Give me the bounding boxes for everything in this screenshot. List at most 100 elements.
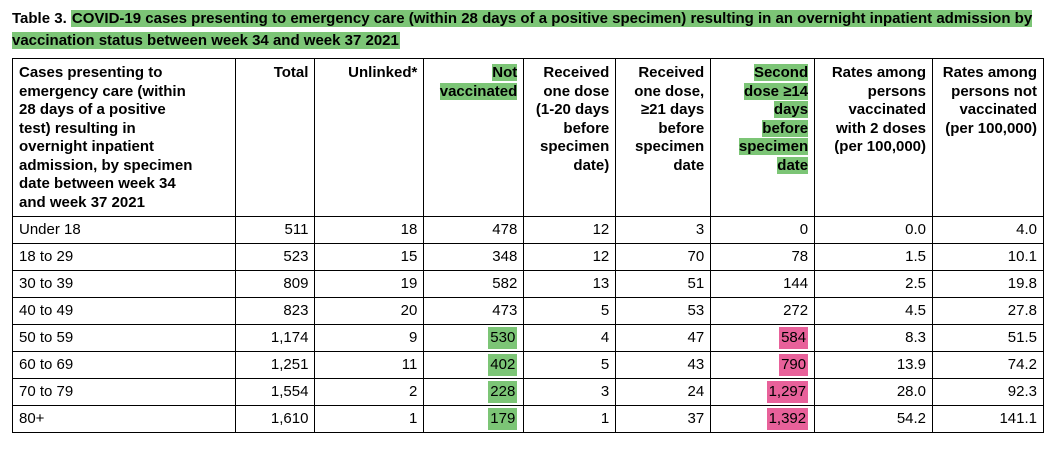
column-header-not-vaccinated: Not vaccinated — [423, 58, 525, 217]
total-cell: 1,610 — [234, 405, 316, 433]
rate-vaccinated-cell: 54.2 — [814, 405, 934, 433]
unlinked-cell: 20 — [314, 297, 425, 325]
highlighted-value: 1,297 — [766, 381, 809, 403]
table-row: Under 18 511 18 478 12 3 0 0.0 4.0 — [12, 216, 1044, 244]
one-dose-1-20-cell: 5 — [523, 297, 617, 325]
rate-vaccinated-cell: 0.0 — [814, 216, 934, 244]
column-header-rate-vaccinated: Rates among persons vaccinated with 2 do… — [814, 58, 934, 217]
table-row: 50 to 59 1,174 9 530 4 47 584 8.3 51.5 — [12, 324, 1044, 352]
unlinked-cell: 11 — [314, 351, 425, 379]
age-group-cell: 80+ — [12, 405, 236, 433]
unlinked-cell: 9 — [314, 324, 425, 352]
rate-vaccinated-cell: 2.5 — [814, 270, 934, 298]
age-group-cell: 30 to 39 — [12, 270, 236, 298]
age-group-cell: 70 to 79 — [12, 378, 236, 406]
total-cell: 809 — [234, 270, 316, 298]
column-header-one-dose-1-20-days: Received one dose (1-20 days before spec… — [523, 58, 617, 217]
table-caption: Table 3. COVID-19 cases presenting to em… — [12, 8, 1042, 52]
age-group-cell: 40 to 49 — [12, 297, 236, 325]
one-dose-1-20-cell: 4 — [523, 324, 617, 352]
age-group-cell: 50 to 59 — [12, 324, 236, 352]
second-dose-cell: 584 — [710, 324, 816, 352]
total-cell: 523 — [234, 243, 316, 271]
unlinked-cell: 2 — [314, 378, 425, 406]
total-cell: 1,554 — [234, 378, 316, 406]
rate-vaccinated-cell: 1.5 — [814, 243, 934, 271]
second-dose-cell: 1,297 — [710, 378, 816, 406]
unlinked-cell: 19 — [314, 270, 425, 298]
rate-not-vaccinated-cell: 27.8 — [932, 297, 1044, 325]
table-row: 40 to 49 823 20 473 5 53 272 4.5 27.8 — [12, 297, 1044, 325]
unlinked-cell: 1 — [314, 405, 425, 433]
highlighted-value: 790 — [779, 354, 809, 376]
one-dose-21-cell: 37 — [615, 405, 712, 433]
rate-vaccinated-cell: 13.9 — [814, 351, 934, 379]
one-dose-21-cell: 53 — [615, 297, 712, 325]
table-caption-text: COVID-19 cases presenting to emergency c… — [12, 10, 1033, 49]
one-dose-1-20-cell: 5 — [523, 351, 617, 379]
rate-vaccinated-cell: 4.5 — [814, 297, 934, 325]
highlighted-value: 228 — [488, 381, 518, 403]
second-dose-cell: 78 — [710, 243, 816, 271]
not-vaccinated-cell: 473 — [423, 297, 525, 325]
table-row: 60 to 69 1,251 11 402 5 43 790 13.9 74.2 — [12, 351, 1044, 379]
not-vaccinated-cell: 179 — [423, 405, 525, 433]
table-row: 70 to 79 1,554 2 228 3 24 1,297 28.0 92.… — [12, 378, 1044, 406]
highlighted-value: 1,392 — [766, 408, 809, 430]
one-dose-21-cell: 47 — [615, 324, 712, 352]
column-header-unlinked: Unlinked* — [314, 58, 425, 217]
table-header-row: Cases presenting to emergency care (with… — [12, 58, 1044, 217]
age-group-cell: 60 to 69 — [12, 351, 236, 379]
column-header-rate-not-vaccinated: Rates among persons not vaccinated (per … — [932, 58, 1044, 217]
one-dose-1-20-cell: 1 — [523, 405, 617, 433]
total-cell: 823 — [234, 297, 316, 325]
total-cell: 1,174 — [234, 324, 316, 352]
total-cell: 1,251 — [234, 351, 316, 379]
table-row: 80+ 1,610 1 179 1 37 1,392 54.2 141.1 — [12, 405, 1044, 433]
age-group-cell: Under 18 — [12, 216, 236, 244]
second-dose-cell: 790 — [710, 351, 816, 379]
one-dose-21-cell: 43 — [615, 351, 712, 379]
second-dose-cell: 0 — [710, 216, 816, 244]
one-dose-1-20-cell: 12 — [523, 216, 617, 244]
table-row: 30 to 39 809 19 582 13 51 144 2.5 19.8 — [12, 270, 1044, 298]
one-dose-1-20-cell: 3 — [523, 378, 617, 406]
highlighted-value: 584 — [779, 327, 809, 349]
one-dose-21-cell: 3 — [615, 216, 712, 244]
rate-not-vaccinated-cell: 74.2 — [932, 351, 1044, 379]
rate-not-vaccinated-cell: 92.3 — [932, 378, 1044, 406]
rate-not-vaccinated-cell: 51.5 — [932, 324, 1044, 352]
column-header-second-dose: Second dose ≥14 days before specimen dat… — [710, 58, 816, 217]
highlighted-value: 530 — [488, 327, 518, 349]
rate-vaccinated-cell: 28.0 — [814, 378, 934, 406]
column-header-one-dose-21-days: Received one dose, ≥21 days before speci… — [615, 58, 712, 217]
rate-not-vaccinated-cell: 19.8 — [932, 270, 1044, 298]
not-vaccinated-cell: 582 — [423, 270, 525, 298]
one-dose-21-cell: 24 — [615, 378, 712, 406]
rate-not-vaccinated-cell: 10.1 — [932, 243, 1044, 271]
second-dose-cell: 1,392 — [710, 405, 816, 433]
not-vaccinated-cell: 348 — [423, 243, 525, 271]
column-header-total: Total — [234, 58, 316, 217]
one-dose-1-20-cell: 13 — [523, 270, 617, 298]
rate-not-vaccinated-cell: 141.1 — [932, 405, 1044, 433]
not-vaccinated-cell: 228 — [423, 378, 525, 406]
vaccination-status-table: Cases presenting to emergency care (with… — [12, 58, 1044, 433]
not-vaccinated-cell: 530 — [423, 324, 525, 352]
not-vaccinated-cell: 402 — [423, 351, 525, 379]
second-dose-cell: 272 — [710, 297, 816, 325]
highlighted-value: 179 — [488, 408, 518, 430]
unlinked-cell: 15 — [314, 243, 425, 271]
table-caption-label: Table 3. — [12, 10, 67, 27]
one-dose-1-20-cell: 12 — [523, 243, 617, 271]
table-row: 18 to 29 523 15 348 12 70 78 1.5 10.1 — [12, 243, 1044, 271]
column-header-age-group: Cases presenting to emergency care (with… — [12, 58, 236, 217]
rate-not-vaccinated-cell: 4.0 — [932, 216, 1044, 244]
age-group-cell: 18 to 29 — [12, 243, 236, 271]
second-dose-cell: 144 — [710, 270, 816, 298]
unlinked-cell: 18 — [314, 216, 425, 244]
one-dose-21-cell: 51 — [615, 270, 712, 298]
rate-vaccinated-cell: 8.3 — [814, 324, 934, 352]
not-vaccinated-cell: 478 — [423, 216, 525, 244]
total-cell: 511 — [234, 216, 316, 244]
